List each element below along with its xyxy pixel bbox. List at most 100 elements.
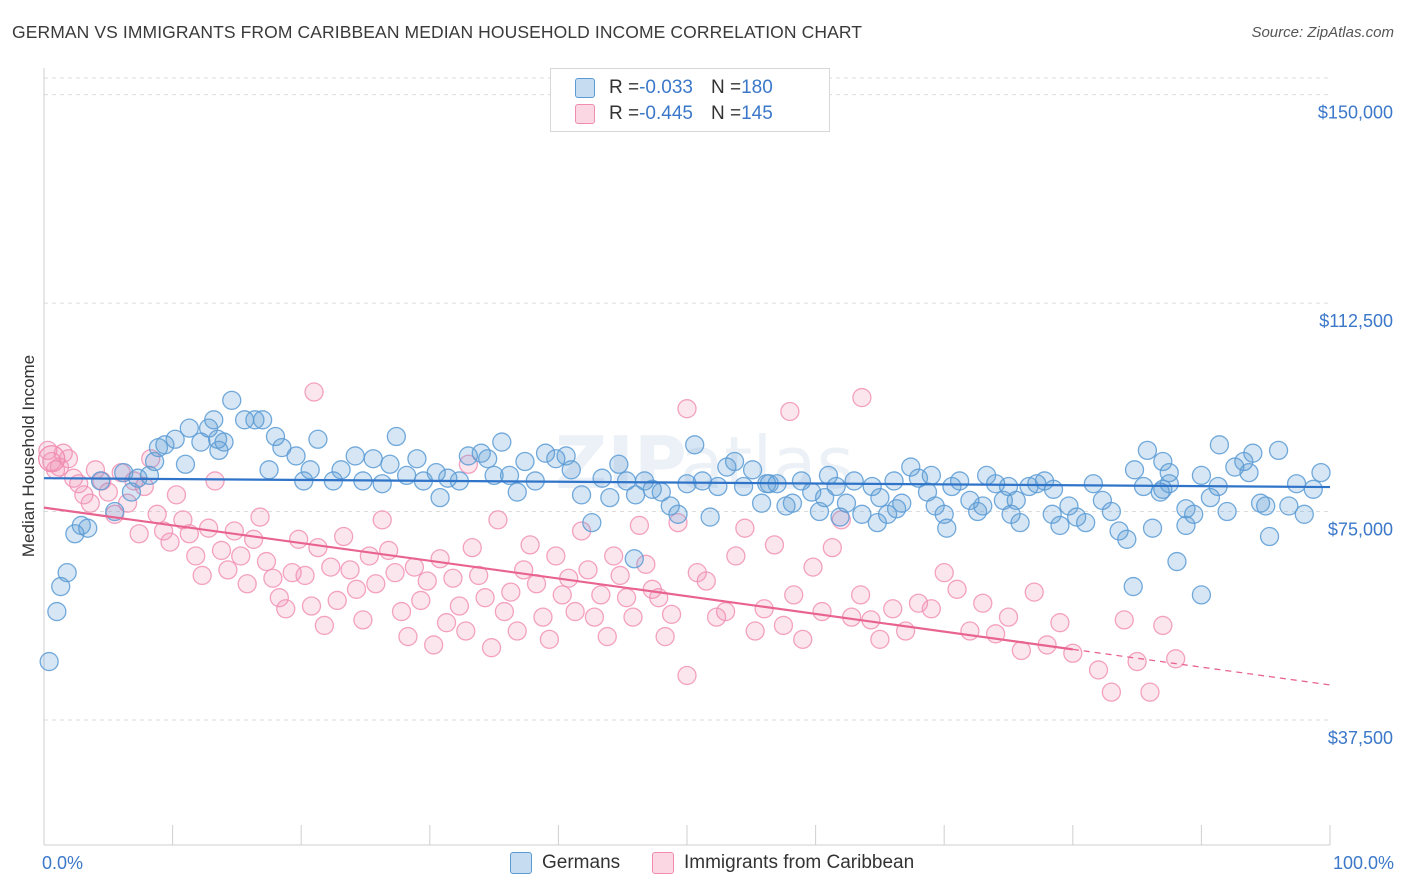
- legend-label-caribbean: Immigrants from Caribbean: [684, 852, 915, 873]
- data-point-caribbean: [449, 596, 470, 616]
- data-point-caribbean: [793, 629, 813, 650]
- data-point-caribbean: [327, 590, 347, 611]
- y-tick-label: $112,500: [1319, 311, 1393, 331]
- data-point-caribbean: [391, 601, 412, 622]
- legend-item-caribbean: Immigrants from Caribbean: [652, 852, 914, 874]
- data-point-germans: [921, 465, 941, 486]
- data-point-germans: [624, 549, 644, 569]
- data-point-caribbean: [520, 535, 540, 555]
- data-point-caribbean: [80, 493, 100, 513]
- data-point-caribbean: [129, 524, 149, 544]
- data-point-germans: [407, 449, 427, 469]
- data-point-germans: [862, 476, 882, 497]
- data-point-caribbean: [346, 579, 367, 599]
- data-point-caribbean: [38, 445, 66, 473]
- data-point-germans: [90, 471, 111, 491]
- data-point-germans: [47, 601, 67, 622]
- data-point-germans: [165, 429, 185, 449]
- data-point-caribbean: [610, 565, 630, 586]
- legend-row-germans: R = -0.033 N = 180: [575, 75, 773, 101]
- data-point-germans: [685, 435, 705, 455]
- data-point-caribbean: [256, 551, 277, 572]
- data-point-caribbean: [973, 593, 993, 613]
- data-point-caribbean: [578, 560, 598, 580]
- data-point-germans: [1101, 501, 1122, 522]
- data-point-caribbean: [192, 565, 212, 586]
- data-point-caribbean: [584, 607, 605, 627]
- data-point-germans: [782, 493, 803, 513]
- data-point-caribbean: [539, 629, 560, 650]
- data-point-germans: [1137, 440, 1158, 461]
- legend-swatch-blue: [575, 78, 595, 98]
- data-point-germans: [1059, 496, 1079, 516]
- series-caribbean: [38, 382, 1186, 702]
- data-point-germans: [1010, 512, 1030, 533]
- data-point-germans: [870, 487, 890, 508]
- legend-row-caribbean: R = -0.445 N = 145: [575, 101, 773, 127]
- data-point-caribbean: [475, 588, 495, 608]
- data-point-germans: [1153, 451, 1173, 472]
- data-point-germans: [492, 432, 512, 452]
- data-point-germans: [886, 499, 907, 519]
- data-point-caribbean: [715, 601, 736, 622]
- chart-title: GERMAN VS IMMIGRANTS FROM CARIBBEAN MEDI…: [12, 22, 863, 42]
- data-point-germans: [430, 487, 450, 508]
- data-point-germans: [478, 449, 498, 469]
- data-point-caribbean: [166, 485, 187, 505]
- data-point-germans: [1256, 496, 1276, 516]
- data-point-germans: [561, 460, 581, 480]
- trend-line-caribbean: [43, 506, 1073, 651]
- data-point-germans: [884, 471, 904, 491]
- data-point-germans: [1250, 493, 1271, 513]
- data-point-germans: [609, 454, 629, 474]
- data-point-germans: [826, 476, 846, 497]
- data-point-caribbean: [353, 610, 373, 630]
- data-point-germans: [114, 462, 134, 483]
- data-point-germans: [1153, 479, 1173, 499]
- data-point-germans: [852, 504, 872, 524]
- data-point-caribbean: [1127, 651, 1147, 672]
- data-point-caribbean: [934, 563, 954, 583]
- y-tick-label: $37,500: [1328, 728, 1393, 748]
- data-point-caribbean: [947, 579, 967, 599]
- data-point-germans: [1209, 435, 1230, 455]
- data-point-caribbean: [1024, 582, 1044, 602]
- y-tick-label: $150,000: [1318, 103, 1393, 123]
- data-point-germans: [1124, 460, 1145, 480]
- legend-n-value: 180: [741, 77, 773, 98]
- data-point-germans: [1117, 529, 1137, 549]
- data-point-caribbean: [398, 626, 418, 647]
- data-point-germans: [272, 437, 292, 458]
- data-point-caribbean: [304, 382, 324, 402]
- data-point-caribbean: [321, 557, 341, 577]
- legend-swatch-pink: [575, 104, 595, 124]
- legend-r-label: R =: [609, 103, 640, 124]
- data-point-germans: [708, 476, 728, 497]
- data-point-caribbean: [735, 518, 755, 538]
- data-point-germans: [1176, 515, 1196, 536]
- data-point-caribbean: [198, 518, 219, 538]
- data-point-caribbean: [424, 635, 444, 655]
- data-point-caribbean: [745, 621, 765, 641]
- data-point-germans: [844, 471, 864, 491]
- data-point-germans: [1279, 496, 1299, 516]
- data-point-caribbean: [803, 557, 823, 577]
- data-point-caribbean: [677, 665, 697, 686]
- data-point-germans: [1217, 501, 1237, 522]
- data-point-caribbean: [1153, 615, 1173, 636]
- data-point-caribbean: [385, 563, 405, 583]
- y-tick-label: $75,000: [1328, 520, 1393, 540]
- data-point-caribbean: [812, 601, 832, 622]
- data-point-caribbean: [186, 546, 206, 566]
- data-point-caribbean: [546, 546, 566, 566]
- data-point-germans: [1042, 504, 1062, 524]
- data-point-germans: [372, 474, 392, 494]
- data-point-caribbean: [552, 585, 572, 605]
- data-point-caribbean: [462, 537, 482, 558]
- data-point-caribbean: [591, 585, 611, 605]
- data-point-caribbean: [333, 526, 354, 547]
- data-point-germans: [286, 446, 306, 466]
- data-point-germans: [222, 390, 242, 411]
- data-point-germans: [252, 410, 273, 430]
- data-point-germans: [259, 460, 279, 480]
